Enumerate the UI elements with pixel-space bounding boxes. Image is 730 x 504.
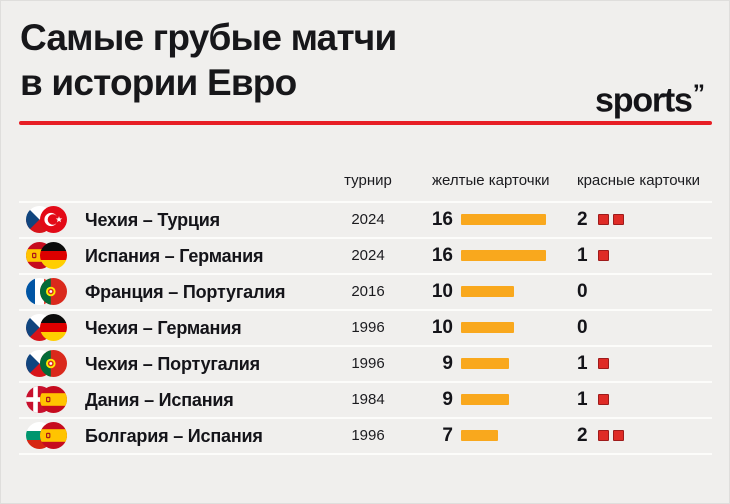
tournament-year: 1996 bbox=[351, 319, 385, 336]
red-card-icons bbox=[598, 430, 624, 441]
yellow-cards-count: 9 bbox=[442, 353, 453, 374]
match-label: Чехия – Турция bbox=[85, 210, 220, 230]
red-cards-count: 1 bbox=[577, 353, 588, 374]
flag-pair bbox=[26, 278, 67, 305]
matches-table: Чехия – Турция 2024 16 2 Испания – Герма… bbox=[19, 201, 712, 455]
tournament-year: 1996 bbox=[351, 355, 385, 372]
page-title: Самые грубые матчи в истории Евро bbox=[20, 15, 397, 105]
spain-flag-icon bbox=[40, 422, 67, 449]
red-card-icon bbox=[598, 214, 609, 225]
match-label: Франция – Португалия bbox=[85, 282, 286, 302]
table-row: Болгария – Испания 1996 7 2 bbox=[19, 417, 712, 453]
bulgaria-flag-icon bbox=[26, 422, 53, 449]
yellow-cards-count: 10 bbox=[431, 281, 453, 302]
yellow-cards-bar bbox=[461, 358, 509, 369]
yellow-cards-count: 16 bbox=[431, 209, 453, 230]
table-row: Чехия – Германия 1996 10 0 bbox=[19, 309, 712, 345]
table-row: Дания – Испания 1984 9 1 bbox=[19, 381, 712, 417]
yellow-cards-count: 7 bbox=[442, 425, 453, 446]
tournament-year: 2016 bbox=[351, 283, 385, 300]
yellow-cards-bar bbox=[461, 286, 514, 297]
red-cards-count: 1 bbox=[577, 245, 588, 266]
red-cards-count: 2 bbox=[577, 425, 588, 446]
red-card-icon bbox=[598, 250, 609, 261]
tournament-year: 2024 bbox=[351, 211, 385, 228]
red-cards-count: 1 bbox=[577, 389, 588, 410]
tournament-year: 2024 bbox=[351, 247, 385, 264]
column-header-red-cards: красные карточки bbox=[577, 172, 701, 189]
germany-flag-icon bbox=[40, 242, 67, 269]
red-cards-count: 0 bbox=[577, 317, 588, 338]
yellow-cards-count: 16 bbox=[431, 245, 453, 266]
red-card-icon bbox=[598, 430, 609, 441]
table-row: Чехия – Турция 2024 16 2 bbox=[19, 201, 712, 237]
table-bottom-divider bbox=[19, 453, 712, 455]
red-card-icon bbox=[598, 358, 609, 369]
red-card-icon bbox=[598, 394, 609, 405]
red-card-icons bbox=[598, 394, 609, 405]
portugal-flag-icon bbox=[40, 350, 67, 377]
red-card-icon bbox=[613, 214, 624, 225]
table-row: Франция – Португалия 2016 10 0 bbox=[19, 273, 712, 309]
yellow-cards-bar bbox=[461, 322, 514, 333]
accent-divider bbox=[19, 121, 712, 125]
column-header-yellow-cards: желтые карточки bbox=[432, 172, 550, 189]
red-card-icons bbox=[598, 250, 609, 261]
sports-logo-mark: ” bbox=[692, 80, 705, 107]
tournament-year: 1996 bbox=[351, 427, 385, 444]
flag-pair bbox=[26, 386, 67, 413]
yellow-cards-count: 10 bbox=[431, 317, 453, 338]
red-card-icons bbox=[598, 358, 609, 369]
sports-logo-text: sports bbox=[595, 81, 693, 120]
germany-flag-icon bbox=[40, 314, 67, 341]
red-card-icons bbox=[598, 214, 624, 225]
red-cards-count: 2 bbox=[577, 209, 588, 230]
yellow-cards-bar bbox=[461, 250, 546, 261]
flag-pair bbox=[26, 422, 67, 449]
table-row: Испания – Германия 2024 16 1 bbox=[19, 237, 712, 273]
spain-flag-icon bbox=[40, 386, 67, 413]
match-label: Чехия – Германия bbox=[85, 318, 242, 338]
flag-pair bbox=[26, 206, 67, 233]
title-line1: Самые грубые матчи bbox=[20, 17, 397, 58]
turkey-flag-icon bbox=[40, 206, 67, 233]
portugal-flag-icon bbox=[40, 278, 67, 305]
table-row: Чехия – Португалия 1996 9 1 bbox=[19, 345, 712, 381]
match-label: Чехия – Португалия bbox=[85, 354, 260, 374]
red-cards-count: 0 bbox=[577, 281, 588, 302]
match-label: Болгария – Испания bbox=[85, 426, 263, 446]
flag-pair bbox=[26, 314, 67, 341]
column-header-tournament: турнир bbox=[344, 172, 392, 189]
yellow-cards-bar bbox=[461, 430, 499, 441]
yellow-cards-bar bbox=[461, 214, 546, 225]
flag-pair bbox=[26, 350, 67, 377]
match-label: Испания – Германия bbox=[85, 246, 264, 266]
red-card-icon bbox=[613, 430, 624, 441]
flag-pair bbox=[26, 242, 67, 269]
title-line2: в истории Евро bbox=[20, 62, 297, 103]
yellow-cards-count: 9 bbox=[442, 389, 453, 410]
sports-logo: sports” bbox=[595, 77, 705, 117]
match-label: Дания – Испания bbox=[85, 390, 234, 410]
tournament-year: 1984 bbox=[351, 391, 385, 408]
yellow-cards-bar bbox=[461, 394, 509, 405]
